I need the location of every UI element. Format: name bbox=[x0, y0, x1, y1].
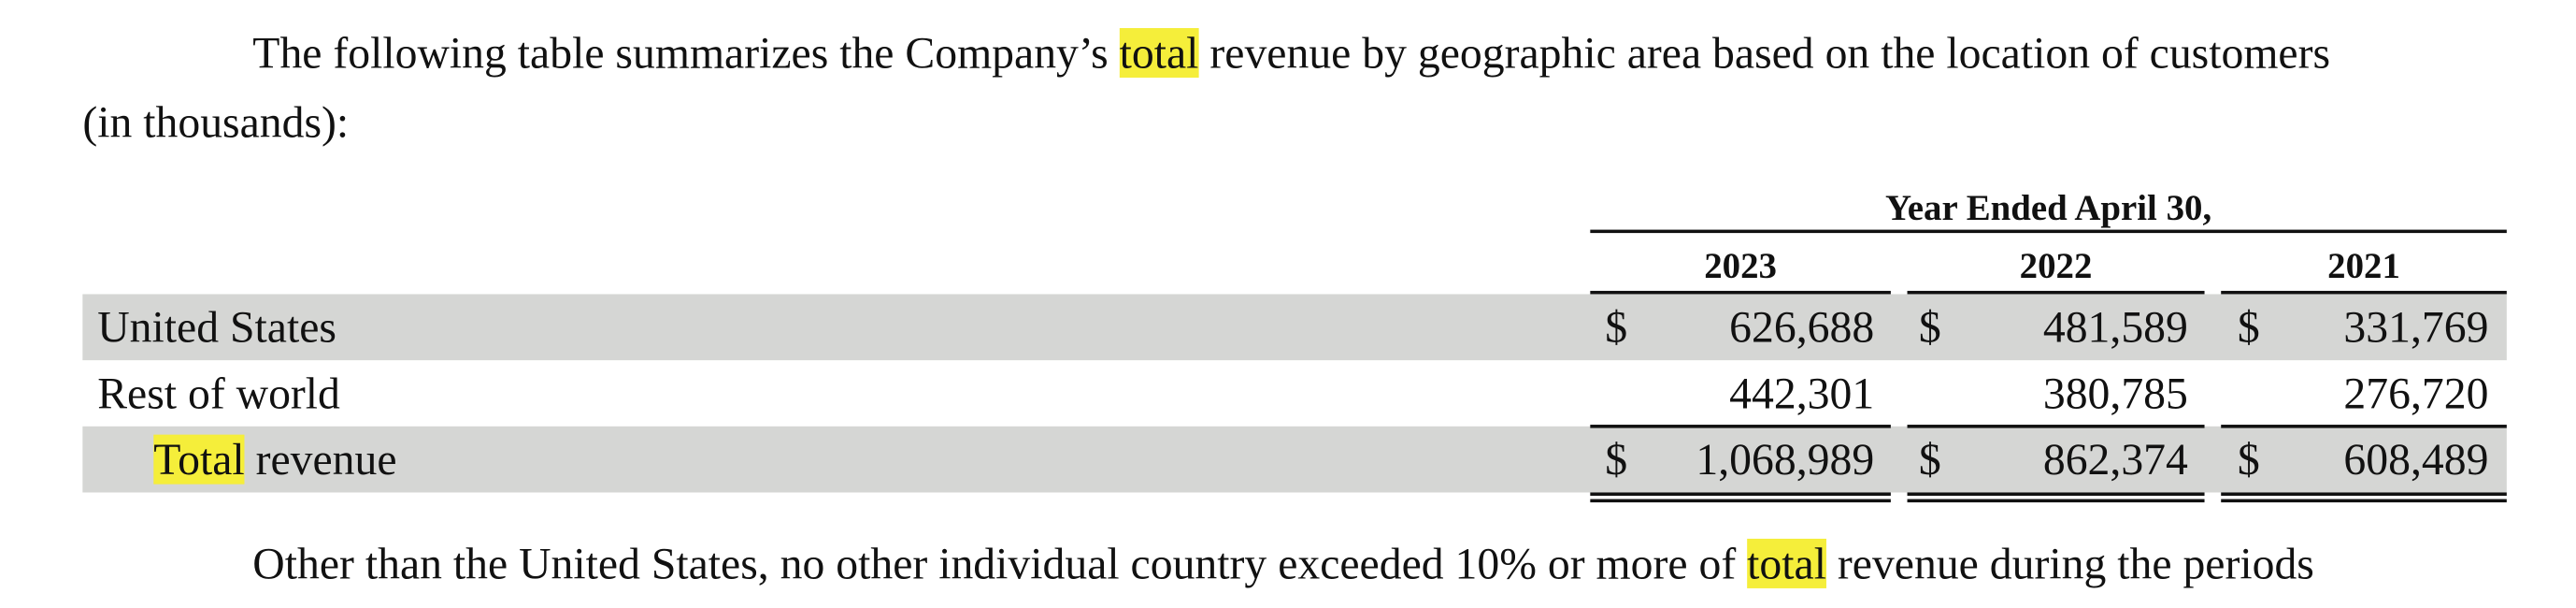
cell-value: 481,589 bbox=[2042, 302, 2188, 353]
row-label: United States bbox=[97, 305, 336, 351]
cell-value: 862,374 bbox=[2042, 434, 2188, 485]
highlight: total bbox=[1747, 538, 1826, 588]
currency: $ bbox=[1918, 434, 1941, 485]
cell-value: 1,068,989 bbox=[1696, 434, 1875, 485]
rule bbox=[2221, 290, 2507, 295]
column-header: 2023 bbox=[1704, 244, 1777, 286]
rule bbox=[1590, 425, 1891, 428]
text: United States bbox=[97, 302, 336, 353]
cell-value: 276,720 bbox=[2343, 368, 2489, 418]
text: Rest of world bbox=[97, 368, 340, 418]
row-band bbox=[82, 294, 2507, 361]
currency: $ bbox=[2237, 434, 2260, 485]
rule bbox=[1907, 290, 2205, 295]
text: revenue by geographic area based on the … bbox=[1198, 28, 2331, 79]
intro-line: The following table summarizes the Compa… bbox=[252, 28, 2330, 79]
cell-value: 626,688 bbox=[1729, 302, 1875, 353]
text: Other than the United States, no other i… bbox=[252, 538, 1748, 588]
currency: $ bbox=[2237, 302, 2260, 353]
period-header: Year Ended April 30, bbox=[1885, 186, 2212, 228]
rule bbox=[1590, 492, 1891, 497]
column-header: 2021 bbox=[2327, 244, 2400, 286]
rule bbox=[2221, 492, 2507, 497]
row-label: Rest of world bbox=[97, 368, 340, 418]
rule bbox=[1590, 499, 1891, 503]
cell-value: 608,489 bbox=[2343, 434, 2489, 485]
rule bbox=[1907, 492, 2205, 497]
column-header: 2022 bbox=[2019, 244, 2093, 286]
rule bbox=[2221, 425, 2507, 428]
outro-line: Other than the United States, no other i… bbox=[252, 538, 2314, 588]
text: The following table summarizes the Compa… bbox=[252, 28, 1120, 79]
currency: $ bbox=[1918, 302, 1941, 353]
intro-line: (in thousands): bbox=[82, 97, 350, 148]
highlight: total bbox=[1119, 28, 1199, 79]
row-band bbox=[82, 426, 2507, 493]
cell-value: 380,785 bbox=[2042, 368, 2188, 418]
currency: $ bbox=[1605, 302, 1628, 353]
currency: $ bbox=[1605, 434, 1628, 485]
rule bbox=[1590, 290, 1891, 295]
rule bbox=[1907, 425, 2205, 428]
rule bbox=[1907, 499, 2205, 503]
row-label: Total revenue bbox=[153, 434, 397, 485]
text: revenue during the periods bbox=[1825, 538, 2314, 588]
cell-value: 442,301 bbox=[1729, 368, 1875, 418]
rule bbox=[2221, 499, 2507, 503]
text: revenue bbox=[244, 434, 397, 485]
highlight: Total bbox=[153, 434, 245, 485]
rule bbox=[1590, 229, 2507, 234]
cell-value: 331,769 bbox=[2343, 302, 2489, 353]
